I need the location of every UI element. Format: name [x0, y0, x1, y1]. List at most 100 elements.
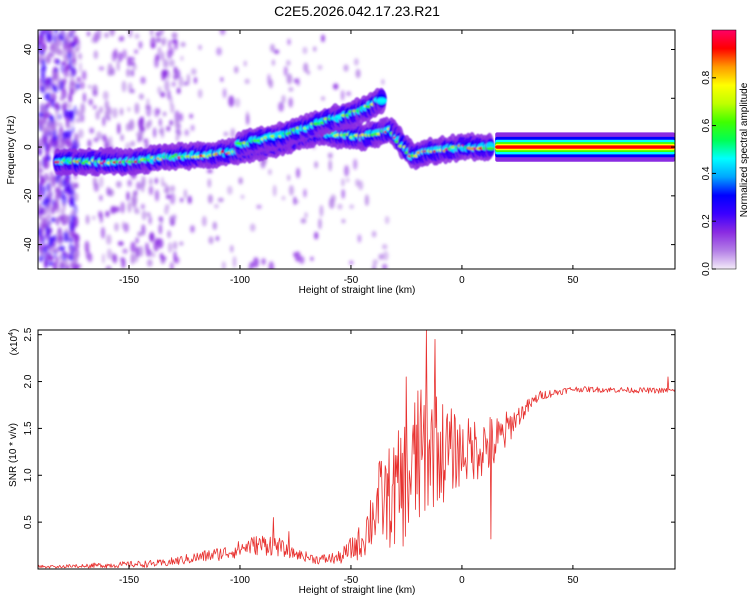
heatmap-noise-cell [118, 51, 123, 63]
heatmap-noise-cell [158, 223, 163, 235]
heatmap-noise-cell [120, 134, 124, 142]
snr-x-tick-label: -100 [230, 575, 250, 586]
heatmap-noise-cell [102, 90, 109, 101]
heatmap-noise-cell [169, 215, 174, 223]
heatmap-noise-cell [220, 77, 224, 82]
heatmap-noise-cell [51, 216, 56, 223]
heatmap-noise-cell [62, 177, 67, 188]
heatmap-noise-cell [39, 37, 44, 44]
heatmap-noise-cell [70, 209, 76, 217]
snr-series-line [38, 330, 675, 569]
heatmap-noise-cell [73, 105, 77, 115]
heatmap-noise-cell [74, 47, 80, 53]
heatmap-tail-band [495, 145, 675, 149]
heatmap-noise-cell [346, 91, 352, 97]
heatmap-noise-cell [49, 132, 54, 144]
heatmap-noise-cell [272, 184, 277, 197]
heatmap-noise-cell [208, 236, 214, 245]
heatmap-noise-cell [114, 222, 119, 232]
heatmap-noise-cell [169, 119, 174, 126]
heatmap-tail [495, 132, 675, 162]
heatmap-noise-cell [106, 106, 112, 116]
heatmap-noise-cell [145, 248, 152, 257]
heatmap-noise-cell [141, 181, 145, 193]
heatmap-noise-cell [159, 252, 164, 260]
heatmap-noise-cell [180, 41, 186, 47]
heatmap-noise-cell [131, 200, 137, 208]
heatmap-noise-cell [240, 194, 245, 199]
spectrogram-frame [37, 29, 676, 270]
heatmap-noise-cell [81, 70, 87, 81]
heatmap-noise-cell [105, 210, 110, 218]
heatmap-noise-cell [150, 30, 154, 37]
heatmap-noise-cell [57, 122, 63, 127]
heatmap-noise-cell [129, 56, 135, 62]
heatmap-noise-cell [303, 62, 309, 73]
snr-x-tick-label: 50 [567, 575, 579, 586]
heatmap-noise-cell [332, 83, 339, 90]
heatmap-noise-cell [229, 245, 234, 253]
spectrogram-y-tick-label: 40 [23, 44, 34, 56]
heatmap-noise-cell [343, 165, 350, 177]
heatmap-noise-cell [75, 138, 80, 149]
colorbar: 0.0 0.2 0.4 0.6 0.8 Normalized spectral ampl… [701, 29, 750, 276]
heatmap-noise-cell [126, 191, 130, 201]
heatmap-noise-cell [47, 30, 53, 34]
heatmap-noise-cell [137, 136, 141, 143]
heatmap-noise-cell [97, 210, 103, 219]
heatmap-noise-cell [201, 215, 207, 227]
heatmap-noise-cell [328, 159, 332, 172]
heatmap-noise-cell [110, 205, 116, 214]
spectrogram-x-tick-label: -50 [344, 275, 359, 286]
heatmap-branch-cell [376, 98, 388, 103]
heatmap-noise-cell [286, 73, 293, 85]
heatmap-noise-cell [221, 261, 226, 269]
heatmap-noise-cell [65, 135, 72, 148]
heatmap-noise-cell [54, 247, 60, 255]
heatmap-noise-cell [56, 145, 61, 150]
heatmap-noise-cell [286, 59, 291, 66]
heatmap-noise-cell [193, 76, 198, 84]
snr-x-tick-label: -150 [119, 575, 139, 586]
heatmap-noise-cell [73, 182, 79, 189]
colorbar-tick-label: 0.4 [701, 166, 712, 180]
heatmap-noise-cell [381, 244, 388, 250]
heatmap-noise-cell [167, 90, 171, 101]
colorbar-tick-label: 0.8 [701, 70, 712, 84]
heatmap-noise-cell [154, 177, 158, 184]
heatmap-noise-cell [300, 218, 307, 224]
heatmap-noise-cell [63, 66, 69, 78]
heatmap-noise-cell [55, 256, 60, 265]
snr-frame [37, 329, 676, 570]
heatmap-noise-cell [281, 195, 286, 201]
heatmap-noise-cell [43, 112, 48, 121]
snr-panel: -150 -100 -50 0 50 0.5 1.0 1.5 2.0 2.5 Height of … [8, 327, 676, 596]
heatmap-noise-cell [158, 128, 164, 135]
spectrogram-x-tick-label: -150 [119, 275, 139, 286]
heatmap-noise-cell [61, 250, 67, 257]
heatmap-noise-cell [149, 232, 155, 242]
heatmap-noise-cell [65, 124, 72, 130]
snr-background [38, 330, 675, 569]
snr-y-multiplier-exponent: 4 [8, 332, 15, 336]
heatmap-noise-cell [146, 212, 151, 217]
heatmap-noise-cell [127, 56, 131, 68]
heatmap-noise-cell [314, 161, 319, 169]
heatmap-noise-cell [64, 109, 71, 119]
heatmap-noise-cell [38, 227, 42, 237]
heatmap-noise-cell [66, 252, 71, 260]
heatmap-noise-cell [154, 56, 159, 69]
heatmap-noise-cell [167, 242, 173, 253]
heatmap-noise-cell [108, 135, 113, 148]
heatmap-noise-cell [162, 182, 167, 187]
heatmap-noise-cell [293, 78, 298, 84]
svg-text:(x104): (x104) [8, 329, 20, 356]
heatmap-noise-cell [63, 214, 68, 224]
heatmap-noise-cell [327, 152, 333, 158]
heatmap-noise-cell [62, 130, 68, 141]
heatmap-noise-cell [43, 126, 50, 137]
heatmap-noise-cell [38, 111, 44, 118]
heatmap-noise-cell [73, 215, 79, 228]
heatmap-noise-cell [98, 66, 105, 71]
heatmap-noise-cell [222, 88, 227, 99]
